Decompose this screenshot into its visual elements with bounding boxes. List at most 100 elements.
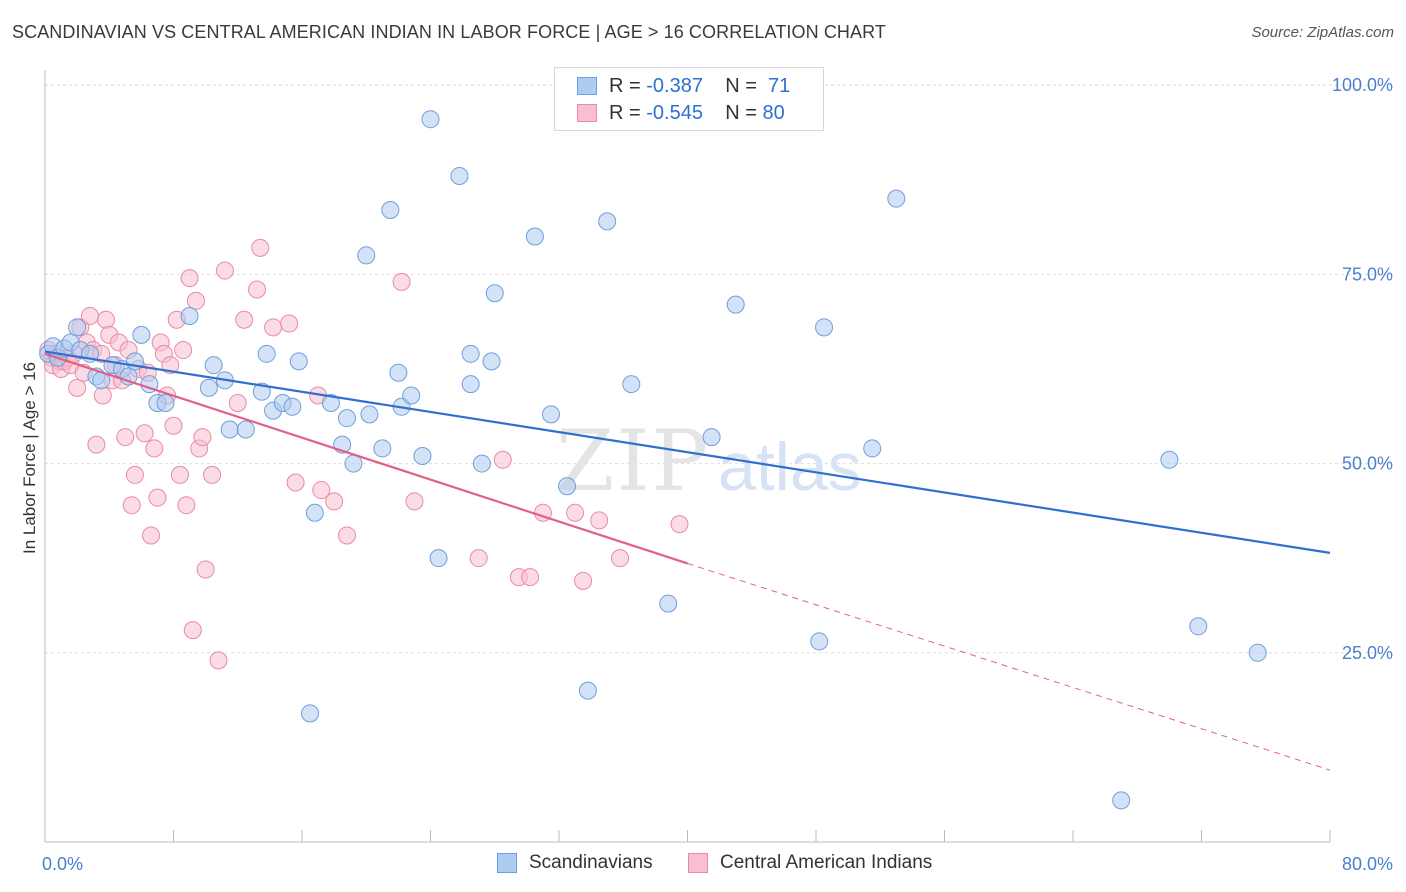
data-point <box>289 352 308 371</box>
data-point <box>193 428 212 447</box>
data-point <box>174 341 193 360</box>
data-point <box>321 394 340 413</box>
data-point <box>248 280 267 299</box>
chart-title: SCANDINAVIAN VS CENTRAL AMERICAN INDIAN … <box>12 22 886 42</box>
data-point <box>220 420 239 439</box>
data-point <box>251 238 270 257</box>
data-point <box>670 515 689 534</box>
legend-swatch-pink <box>577 104 597 122</box>
legend-n-value: 80 <box>762 101 785 124</box>
data-point <box>236 420 255 439</box>
x-tick-label: 80.0% <box>1342 854 1393 874</box>
legend-row-scandinavians: R = -0.387 N = 71 <box>577 73 790 99</box>
legend-swatch-pink <box>688 853 708 873</box>
data-point <box>485 284 504 303</box>
data-point <box>183 621 202 640</box>
trend-lines <box>44 350 1331 771</box>
data-point <box>68 378 87 397</box>
data-point <box>344 454 363 473</box>
data-point <box>252 382 271 401</box>
data-point <box>578 681 597 700</box>
data-point <box>461 344 480 363</box>
watermark-zip: ZIP <box>556 412 710 510</box>
legend-r-value: -0.387 <box>646 74 703 97</box>
data-point <box>558 477 577 496</box>
legend-label: Scandinavians <box>529 852 653 873</box>
legend-n-label: N = <box>725 101 757 124</box>
data-point <box>493 450 512 469</box>
data-point <box>887 189 906 208</box>
data-point <box>204 356 223 375</box>
data-point <box>203 465 222 484</box>
data-point <box>186 291 205 310</box>
data-point <box>402 386 421 405</box>
data-point <box>125 465 144 484</box>
data-point <box>145 439 164 458</box>
y-axis-label: In Labor Force | Age > 16 <box>20 362 39 554</box>
data-point <box>421 110 440 129</box>
data-point <box>566 503 585 522</box>
data-point <box>170 465 189 484</box>
data-point <box>659 594 678 613</box>
data-point <box>337 409 356 428</box>
legend-item-scandinavians[interactable]: Scandinavians <box>497 852 653 874</box>
data-point <box>97 310 116 329</box>
data-point <box>810 632 829 651</box>
correlation-legend: R = -0.387 N = 71 R = -0.545 N = 80 <box>554 67 824 131</box>
data-point <box>622 375 641 394</box>
data-point <box>199 378 218 397</box>
data-point <box>312 481 331 500</box>
data-point <box>525 227 544 246</box>
legend-row-central-american-indians: R = -0.545 N = 80 <box>577 100 785 126</box>
y-tick-label: 25.0% <box>1342 643 1393 663</box>
y-tick-label: 50.0% <box>1342 454 1393 474</box>
data-point <box>301 704 320 723</box>
data-point <box>413 447 432 465</box>
series-legend: Scandinavians Central American Indians <box>0 852 1406 878</box>
data-point <box>215 261 234 280</box>
data-point <box>142 526 161 545</box>
legend-item-central-american-indians[interactable]: Central American Indians <box>688 852 932 874</box>
trend-line-central-american-indians <box>44 352 688 565</box>
data-point <box>132 325 151 344</box>
data-point <box>1160 450 1179 469</box>
y-tick-labels: 25.0% 50.0% 75.0% 100.0% <box>1332 75 1393 663</box>
data-point <box>325 492 344 511</box>
data-point <box>360 405 379 424</box>
y-tick-label: 75.0% <box>1342 264 1393 284</box>
data-point <box>1248 643 1267 662</box>
data-point <box>164 416 183 435</box>
data-point <box>264 318 283 337</box>
watermark: ZIP atlas <box>556 412 862 510</box>
data-point <box>156 394 175 413</box>
data-point <box>482 352 501 371</box>
data-point <box>574 571 593 590</box>
data-point <box>611 549 630 568</box>
data-point <box>286 473 305 492</box>
data-point <box>122 496 141 515</box>
data-point <box>209 651 228 670</box>
y-tick-label: 100.0% <box>1332 75 1393 95</box>
data-point <box>68 318 87 337</box>
axes <box>44 70 1331 843</box>
data-point <box>87 435 106 454</box>
grid-lines <box>45 84 1392 654</box>
data-point <box>405 492 424 511</box>
data-point <box>381 201 400 220</box>
data-point <box>472 454 491 473</box>
legend-swatch-blue <box>497 853 517 873</box>
data-point <box>863 439 882 458</box>
data-point <box>228 394 247 413</box>
data-point <box>392 272 411 291</box>
trend-line-extension <box>687 562 1331 771</box>
data-point <box>598 212 617 231</box>
data-point <box>180 269 199 288</box>
data-point <box>305 503 324 522</box>
data-point <box>429 549 448 568</box>
data-point <box>196 560 215 579</box>
legend-r-label: R = <box>609 101 641 124</box>
data-point <box>469 549 488 568</box>
legend-label: Central American Indians <box>720 852 933 873</box>
data-point <box>93 386 112 405</box>
